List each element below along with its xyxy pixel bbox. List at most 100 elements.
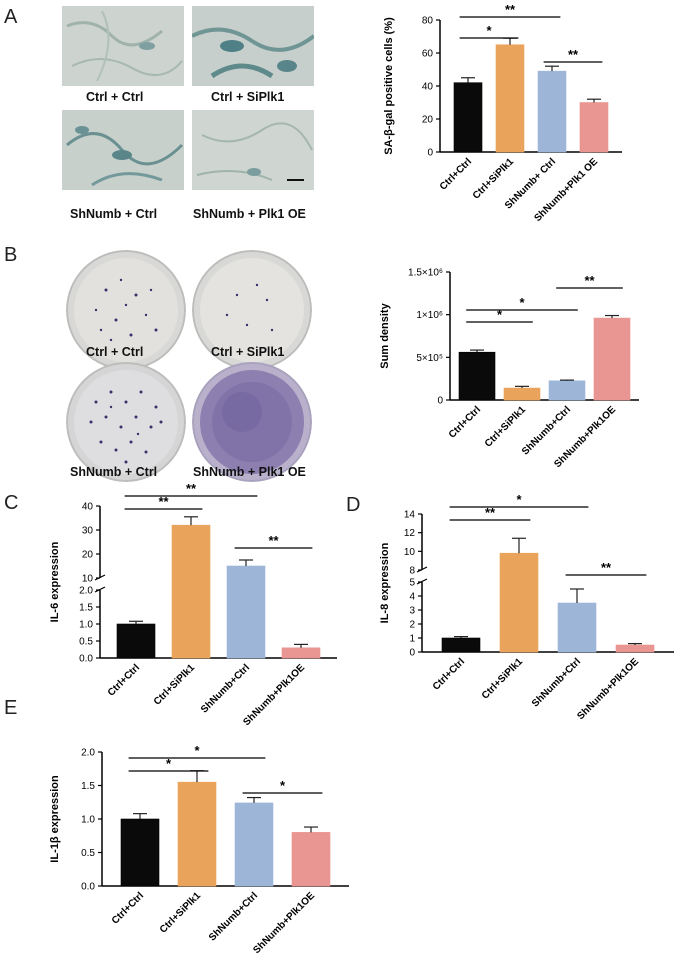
x-tick-label: Ctrl+SiPlk1 [483,404,529,450]
y-tick-label: 0.5 [81,848,95,859]
significance-label: ** [505,2,516,17]
significance-label: * [194,743,200,758]
y-tick-label: 5×10⁵ [416,353,443,364]
micrograph-shnumb-plk1oe [192,110,314,190]
x-tick-label: ShNumb+Plk1OE [251,890,317,956]
y-axis-label: SA-β-gal positive cells (%) [383,17,395,155]
bar [579,102,609,153]
significance-label: ** [601,560,612,575]
colony-dish-shnumb-ctrl-image [66,362,186,482]
dish-label: ShNumb + Ctrl [70,465,158,479]
chart-b-sum-density: 0 5×10⁵ 1×10⁶ 1.5×10⁶ Sum density Ctrl+Ctrl Ct… [379,268,639,470]
significance-label: * [166,756,172,771]
x-tick-label: ShNumb+Ctrl [207,890,260,943]
y-tick-label: 40 [422,82,434,93]
colony-dish-shnumb-ctrl [66,362,186,482]
y-tick-label: 0.0 [79,654,93,665]
y-tick-label: 0 [427,148,433,159]
bar [495,44,525,153]
x-tick-label: ShNumb+Ctrl [530,656,583,709]
y-tick-label: 10 [404,547,416,558]
micrograph-shnumb-ctrl-image [62,110,184,190]
y-tick-label: 12 [404,528,416,539]
colony-dish-ctrl-ctrl [66,250,186,370]
y-tick-label: 2.0 [81,748,95,759]
micrograph-ctrl-siplk1-image [192,6,314,86]
micrograph-shnumb-plk1oe-image [192,110,314,190]
significance-label: ** [584,273,595,288]
micrograph-label: ShNumb + Plk1 OE [193,207,306,221]
y-tick-label: 10 [82,574,94,585]
micrograph-label: Ctrl + Ctrl [86,90,144,104]
micrograph-shnumb-ctrl [62,110,184,190]
y-tick-label: 1.5×10⁶ [408,268,443,279]
chart-e-il1b: 0.0 0.5 1.0 1.5 2.0 IL-1β expression Ctrl+Ctrl… [49,743,349,956]
x-tick-label: Ctrl+SiPlk1 [471,156,517,202]
significance-label: * [486,23,492,38]
bar [281,647,321,659]
y-tick-label: 1.5 [81,781,95,792]
bar [615,644,655,653]
significance-label: ** [158,494,169,509]
y-tick-label: 0.0 [81,882,95,893]
micrograph-label: ShNumb + Ctrl [70,207,158,221]
significance-label: ** [186,481,197,496]
bar [226,565,266,659]
panel-letter-c: C [4,492,19,514]
bar [171,524,211,659]
y-tick-label: 60 [422,49,434,60]
bar [441,637,481,653]
y-tick-label: 0 [409,648,415,659]
bar [120,818,160,887]
bar [116,623,156,659]
chart-a-sa-beta-gal: 0 20 40 60 80 SA-β-gal positive cells (%) Ctrl… [383,2,622,224]
micrograph-label: Ctrl + SiPlk1 [211,90,285,104]
y-tick-label: 2 [409,620,415,631]
x-tick-label: Ctrl+Ctrl [438,156,474,192]
y-tick-label: 1.0 [81,815,95,826]
micrograph-ctrl-siplk1 [192,6,314,86]
chart-c-il6: 0.0 0.5 1.0 1.5 2.010 20 30 40 IL-6 expression Ct… [49,481,337,728]
y-tick-label: 1 [409,634,415,645]
x-tick-label: Ctrl+SiPlk1 [480,656,526,702]
y-tick-label: 20 [422,115,434,126]
significance-label: * [516,492,522,507]
bar [537,70,567,153]
y-tick-label: 0 [437,396,443,407]
micrograph-ctrl-ctrl [62,6,184,86]
colony-dish-ctrl-ctrl-image [66,250,186,370]
y-tick-label: 20 [82,550,94,561]
bar [548,380,586,401]
y-tick-label: 40 [82,502,94,513]
y-tick-label: 4 [409,592,415,603]
y-axis-label: Sum density [379,302,391,368]
x-tick-label: Ctrl+Ctrl [106,662,142,698]
significance-label: * [280,778,286,793]
bar [453,82,483,153]
x-tick-label: Ctrl+Ctrl [431,656,467,692]
bar [177,781,217,887]
y-tick-label: 80 [422,16,434,27]
micrograph-ctrl-ctrl-image [62,6,184,86]
panel-letter-a: A [4,6,18,28]
colony-dish-shnumb-plk1oe [192,362,312,482]
significance-label: ** [568,47,579,62]
significance-label: ** [485,505,496,520]
y-axis-label: IL-8 expression [379,542,391,623]
y-tick-label: 1×10⁶ [416,310,443,321]
y-axis-label: IL-6 expression [49,541,61,622]
y-tick-label: 8 [409,566,415,577]
y-tick-label: 14 [404,510,416,521]
bar [557,602,597,653]
panel-letter-e: E [4,697,18,719]
y-tick-label: 3 [409,606,415,617]
colony-dish-ctrl-siplk1-image [192,250,312,370]
colony-dish-shnumb-plk1oe-image [192,362,312,482]
y-axis-label: IL-1β expression [49,775,61,863]
x-tick-label: Ctrl+Ctrl [447,404,483,440]
bar [593,317,631,401]
y-tick-label: 2.0 [79,586,93,597]
y-tick-label: 1.0 [79,620,93,631]
y-tick-label: 1.5 [79,603,93,614]
bar [458,351,496,401]
